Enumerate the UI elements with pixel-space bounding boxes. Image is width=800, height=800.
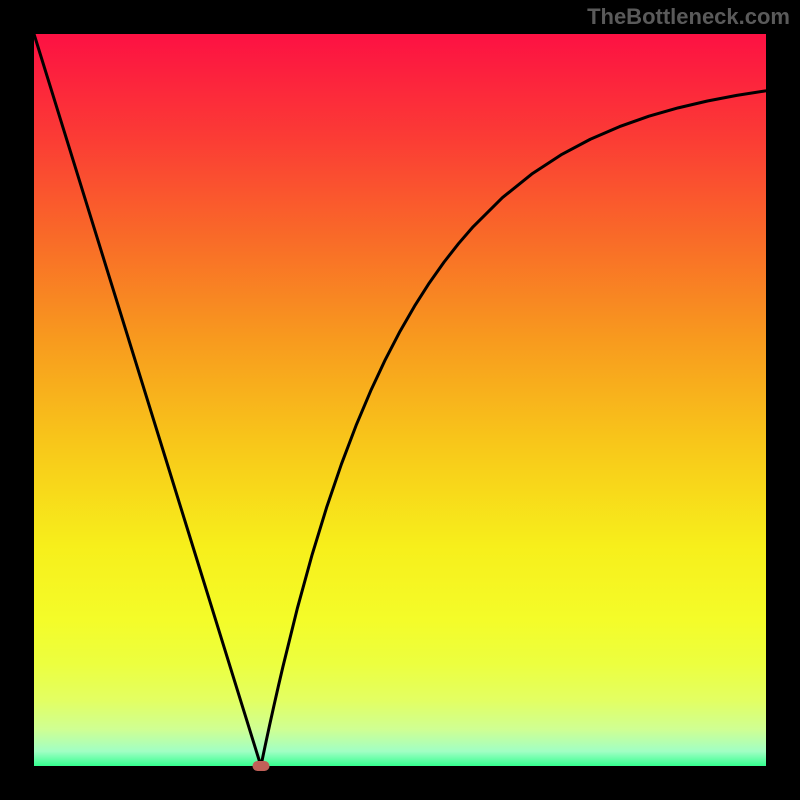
watermark-text: TheBottleneck.com bbox=[587, 4, 790, 30]
chart-container: TheBottleneck.com bbox=[0, 0, 800, 800]
minimum-marker bbox=[252, 761, 269, 771]
bottleneck-curve bbox=[34, 34, 766, 766]
curve-svg bbox=[34, 34, 766, 766]
plot-area bbox=[34, 34, 766, 766]
